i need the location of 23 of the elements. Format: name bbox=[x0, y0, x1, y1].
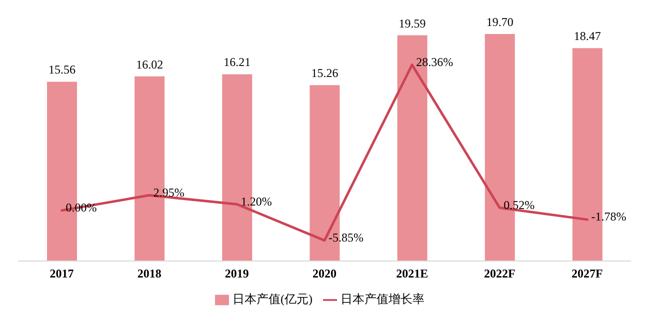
data-label: 19.70 bbox=[486, 15, 514, 29]
data-label: 0.52% bbox=[504, 198, 535, 212]
x-tick-label: 2021E bbox=[396, 266, 428, 281]
data-label: 2.95% bbox=[153, 185, 184, 200]
x-tick-label: 2018 bbox=[137, 266, 162, 281]
data-label: 19.59 bbox=[398, 16, 426, 30]
data-label: 28.36% bbox=[416, 54, 454, 69]
legend-label: 日本产值增长率 bbox=[340, 292, 424, 306]
x-tick-label: 2027F bbox=[572, 266, 603, 281]
data-label: 16.21 bbox=[224, 55, 251, 70]
data-label: 1.20% bbox=[240, 194, 272, 208]
x-tick-label: 2019 bbox=[224, 266, 249, 281]
x-tick-label: 2020 bbox=[312, 266, 336, 281]
x-tick-label: 2017 bbox=[50, 266, 74, 281]
data-label: -1.78% bbox=[591, 210, 626, 224]
data-label: -5.85% bbox=[328, 230, 364, 244]
data-label: 18.47 bbox=[574, 29, 601, 44]
data-label: 15.56 bbox=[48, 62, 76, 77]
data-label: 15.26 bbox=[311, 66, 338, 80]
data-label: 0.00% bbox=[66, 200, 97, 214]
legend-label: 日本产值(亿元) bbox=[232, 292, 312, 306]
x-tick-label: 2022F bbox=[484, 266, 516, 281]
data-label: 16.02 bbox=[136, 57, 164, 72]
